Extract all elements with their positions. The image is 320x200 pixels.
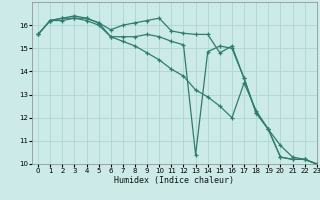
X-axis label: Humidex (Indice chaleur): Humidex (Indice chaleur): [115, 176, 234, 185]
